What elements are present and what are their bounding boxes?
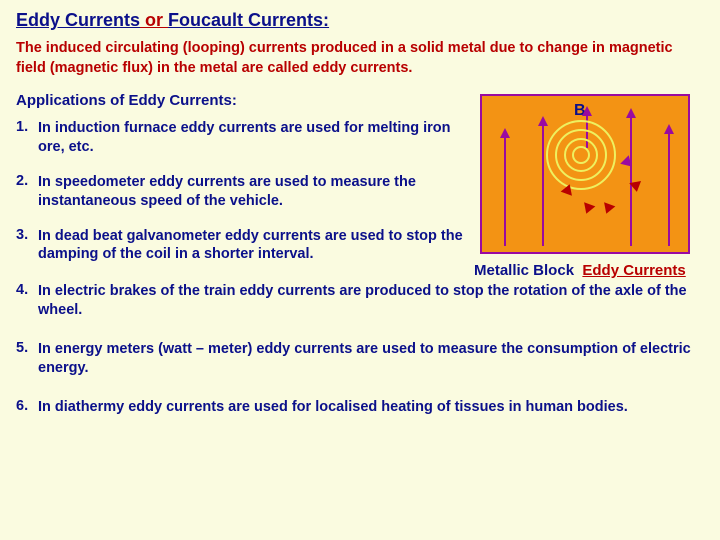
list-item: 2.In speedometer eddy currents are used …: [16, 173, 466, 211]
right-column: B Metallic Block Eddy Currents: [474, 92, 704, 280]
list-item: 4.In electric brakes of the train eddy c…: [16, 282, 704, 320]
item-number: 3.: [16, 227, 38, 265]
field-arrow-icon: [630, 116, 632, 246]
item-text: In diathermy eddy currents are used for …: [38, 398, 704, 417]
item-text: In energy meters (watt – meter) eddy cur…: [38, 340, 704, 378]
title-part1: Eddy Currents: [16, 10, 140, 30]
chevron-icon: [620, 155, 636, 171]
diagram-caption: Metallic Block Eddy Currents: [474, 262, 704, 279]
field-arrow-icon: [542, 124, 544, 246]
item-text: In electric brakes of the train eddy cur…: [38, 282, 704, 320]
title-or: or: [140, 10, 168, 30]
list-item: 5.In energy meters (watt – meter) eddy c…: [16, 340, 704, 378]
applications-heading: Applications of Eddy Currents:: [16, 92, 466, 109]
spiral-ring-icon: [546, 120, 616, 190]
list-item: 6.In diathermy eddy currents are used fo…: [16, 398, 704, 417]
item-number: 6.: [16, 398, 38, 417]
item-number: 2.: [16, 173, 38, 211]
item-text: In induction furnace eddy currents are u…: [38, 119, 466, 157]
item-number: 5.: [16, 340, 38, 378]
applications-list-top: 1.In induction furnace eddy currents are…: [16, 119, 466, 264]
item-number: 1.: [16, 119, 38, 157]
field-arrow-icon: [668, 132, 670, 246]
left-column: Applications of Eddy Currents: 1.In indu…: [16, 92, 474, 280]
list-item: 3.In dead beat galvanometer eddy current…: [16, 227, 466, 265]
caption-metallic-block: Metallic Block: [474, 262, 574, 279]
definition-text: The induced circulating (looping) curren…: [16, 39, 704, 78]
metallic-block-diagram: B: [480, 94, 690, 254]
page-title: Eddy Currents or Foucault Currents:: [16, 10, 704, 31]
title-part2: Foucault Currents:: [168, 10, 329, 30]
content-row: Applications of Eddy Currents: 1.In indu…: [16, 92, 704, 280]
list-item: 1.In induction furnace eddy currents are…: [16, 119, 466, 157]
chevron-icon: [629, 181, 643, 193]
item-text: In speedometer eddy currents are used to…: [38, 173, 466, 211]
applications-list-bottom: 4.In electric brakes of the train eddy c…: [16, 282, 704, 416]
item-text: In dead beat galvanometer eddy currents …: [38, 227, 466, 265]
chevron-icon: [601, 202, 616, 216]
chevron-icon: [581, 202, 596, 216]
field-arrow-icon: [504, 136, 506, 246]
item-number: 4.: [16, 282, 38, 320]
caption-eddy-currents: Eddy Currents: [582, 262, 685, 279]
